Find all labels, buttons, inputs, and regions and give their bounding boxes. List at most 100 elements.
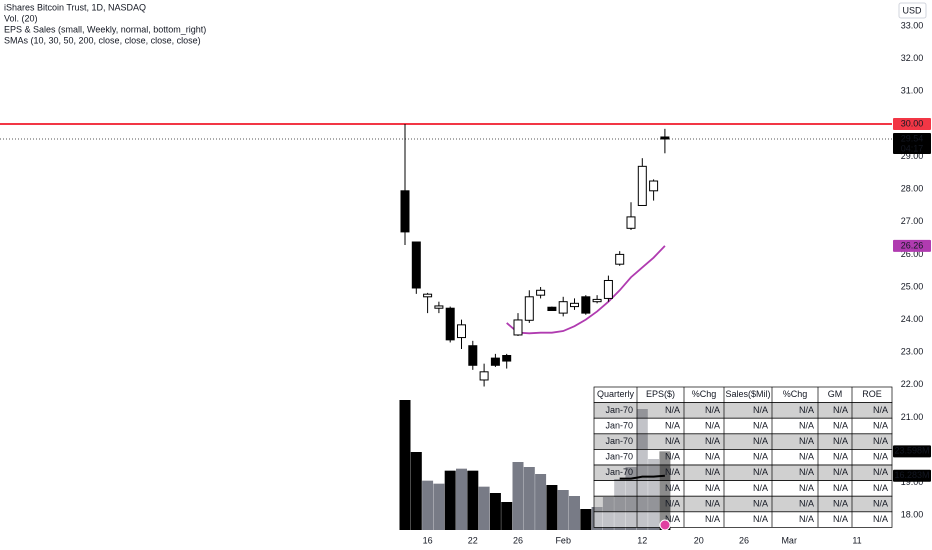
table-cell: N/A xyxy=(753,467,768,477)
table-cell: N/A xyxy=(799,436,814,446)
table-cell: N/A xyxy=(753,405,768,415)
candle-body xyxy=(457,324,466,339)
table-cell: N/A xyxy=(665,498,680,508)
table-cell: N/A xyxy=(705,467,720,477)
volume-bar xyxy=(433,483,445,530)
candle-body xyxy=(490,357,500,366)
volume-bar xyxy=(410,452,422,530)
candle-body xyxy=(615,253,625,265)
volume-bar xyxy=(512,462,524,530)
volume-bar xyxy=(569,496,580,530)
table-cell: N/A xyxy=(833,483,848,493)
volume-sma-line xyxy=(619,474,665,480)
y-tick-label: 28.00 xyxy=(901,184,924,194)
table-cell: N/A xyxy=(873,405,888,415)
sma-label-box xyxy=(893,239,931,252)
table-cell: N/A xyxy=(833,452,848,462)
table-header: %Chg xyxy=(692,389,717,399)
table-cell: N/A xyxy=(833,420,848,430)
table-cell: N/A xyxy=(833,498,848,508)
candle-body xyxy=(570,302,579,308)
legend-line: SMAs (10, 30, 50, 200, close, close, clo… xyxy=(4,35,201,45)
table-cell: Jan-70 xyxy=(605,452,633,462)
x-tick-label: 11 xyxy=(852,535,861,545)
currency-box[interactable] xyxy=(898,2,927,19)
table-header: ROE xyxy=(862,389,882,399)
candle-body xyxy=(626,216,636,229)
candle-body xyxy=(660,136,670,140)
candle-body xyxy=(513,319,523,336)
table-header: %Chg xyxy=(783,389,808,399)
eps-table: Quarterly EPS($) %Chg Sales($Mil) %Chg GM ROE J… xyxy=(593,386,893,528)
table-cell: N/A xyxy=(873,483,888,493)
table-cell: N/A xyxy=(873,436,888,446)
volume-bar xyxy=(523,467,535,530)
volume-label: 23.598M xyxy=(894,446,929,456)
table-cell: N/A xyxy=(833,405,848,415)
table-cell: N/A xyxy=(873,514,888,524)
y-tick-label: 18.00 xyxy=(901,510,924,520)
y-tick-label: 21.00 xyxy=(901,412,924,422)
table-cell: N/A xyxy=(799,467,814,477)
table-cell: N/A xyxy=(753,420,768,430)
hline-label: 30.00 xyxy=(901,118,924,128)
table-cell: N/A xyxy=(873,420,888,430)
volume-bar xyxy=(478,486,490,530)
candle-body xyxy=(536,289,546,296)
y-tick-label: 27.00 xyxy=(901,216,924,226)
table-cell: N/A xyxy=(705,420,720,430)
table-cell: N/A xyxy=(799,452,814,462)
y-tick-label: 25.00 xyxy=(901,281,924,291)
table-cell: N/A xyxy=(799,514,814,524)
table-header: Quarterly xyxy=(597,389,635,399)
candle-body xyxy=(649,180,659,192)
legend-line: EPS & Sales (small, Weekly, normal, bott… xyxy=(4,24,206,34)
volume-label-box xyxy=(893,445,931,458)
currency[interactable]: USD xyxy=(902,5,922,15)
table-header: GM xyxy=(828,389,843,399)
volume-bar xyxy=(399,400,411,530)
volume-bar xyxy=(546,485,558,530)
candle-body xyxy=(411,241,421,289)
candle-body xyxy=(524,296,534,321)
table-cell: N/A xyxy=(665,405,680,415)
last-price-label: 04:17 xyxy=(901,143,924,153)
table-cell: N/A xyxy=(799,483,814,493)
table-cell: N/A xyxy=(753,498,768,508)
x-tick-label: 12 xyxy=(637,535,647,545)
table-cell: Jan-70 xyxy=(605,436,633,446)
table-cell: N/A xyxy=(753,514,768,524)
volume-bar xyxy=(456,468,467,530)
y-tick-label: 32.00 xyxy=(901,53,924,63)
table-cell: N/A xyxy=(833,467,848,477)
table-cell: N/A xyxy=(705,498,720,508)
table-cell: N/A xyxy=(705,514,720,524)
candle-body xyxy=(592,298,602,303)
table-cell: N/A xyxy=(665,436,680,446)
table-header: Sales($Mil) xyxy=(725,389,770,399)
volume-bar xyxy=(467,470,479,530)
candle-body xyxy=(400,190,410,233)
table-cell: N/A xyxy=(833,436,848,446)
x-tick-label: 26 xyxy=(739,535,749,545)
table-cell: N/A xyxy=(665,452,680,462)
volume-bar xyxy=(535,474,547,530)
volume-bar xyxy=(580,509,592,530)
table-cell: N/A xyxy=(833,514,848,524)
y-tick-label: 33.00 xyxy=(901,20,924,30)
candle-body xyxy=(502,355,512,362)
table-cell: N/A xyxy=(665,483,680,493)
table-cell: N/A xyxy=(753,452,768,462)
event-icon[interactable] xyxy=(659,519,671,531)
candle-body xyxy=(468,345,478,366)
y-tick-label: 26.00 xyxy=(901,249,924,259)
table-header: EPS($) xyxy=(646,389,675,399)
table-cell: N/A xyxy=(705,405,720,415)
table-cell: N/A xyxy=(705,452,720,462)
table-cell: N/A xyxy=(705,483,720,493)
sma-label: 26.26 xyxy=(901,240,924,250)
table-cell: Jan-70 xyxy=(605,405,633,415)
y-tick-label: 24.00 xyxy=(901,314,924,324)
legend-line: Vol. (20) xyxy=(4,13,38,23)
